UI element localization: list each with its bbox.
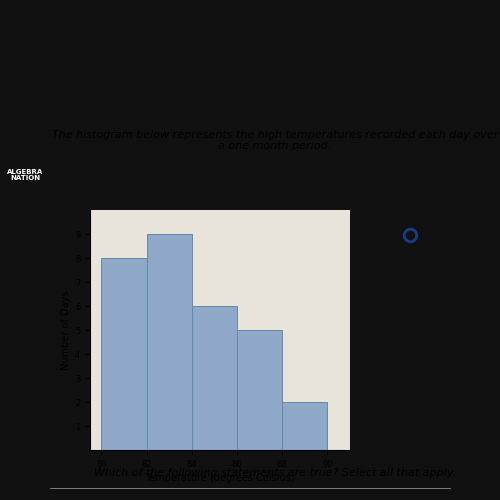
Text: The histogram below represents the high temperatures recorded each day over a on: The histogram below represents the high … <box>52 130 498 151</box>
Bar <box>192 306 237 450</box>
Text: ALGEBRA
NATION: ALGEBRA NATION <box>7 168 43 181</box>
Bar <box>237 330 282 450</box>
Y-axis label: Number of Days: Number of Days <box>60 290 70 370</box>
Text: Which of the following statements are true? Select all that apply.: Which of the following statements are tr… <box>94 468 456 477</box>
X-axis label: Temperature (degrees Celsius): Temperature (degrees Celsius) <box>145 473 295 483</box>
Bar <box>146 234 192 450</box>
Bar <box>102 258 146 450</box>
Bar <box>282 402 328 450</box>
